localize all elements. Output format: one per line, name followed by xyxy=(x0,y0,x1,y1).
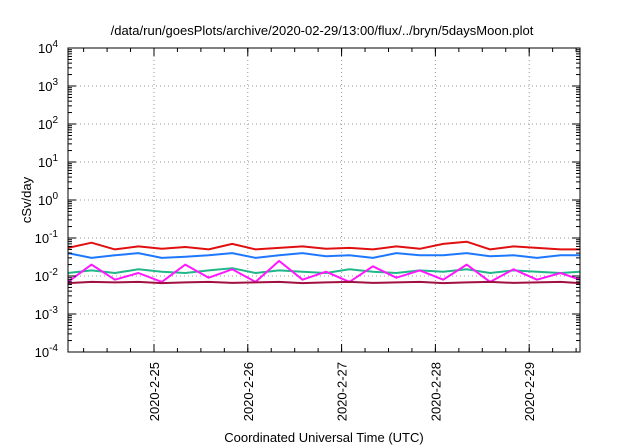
series-line-1 xyxy=(67,240,580,251)
grid-lines xyxy=(68,48,580,352)
x-tick-label: 2020-2-29 xyxy=(522,362,537,421)
chart-title: /data/run/goesPlots/archive/2020-02-29/1… xyxy=(111,23,534,38)
series-line-5 xyxy=(67,280,581,285)
y-tick-base: 10 xyxy=(38,193,52,208)
y-tick-exponent: -3 xyxy=(49,305,58,316)
y-tick-base: 10 xyxy=(35,231,49,246)
axis-ticks xyxy=(68,47,580,353)
y-tick-base: 10 xyxy=(38,41,52,56)
y-tick-exponent: -2 xyxy=(49,267,58,278)
y-tick-base: 10 xyxy=(38,79,52,94)
x-axis-label: Coordinated Universal Time (UTC) xyxy=(224,430,423,445)
series-line-3 xyxy=(67,267,581,274)
y-tick-label: 103 xyxy=(38,77,58,94)
x-tick-labels: 2020-2-25 2020-2-26 2020-2-27 2020-2-28 2020… xyxy=(147,362,537,421)
y-tick-exponent: 1 xyxy=(52,153,58,164)
y-tick-exponent: -1 xyxy=(49,229,58,240)
y-tick-label: 101 xyxy=(38,153,58,170)
x-tick-label: 2020-2-28 xyxy=(428,362,443,421)
y-tick-exponent: 3 xyxy=(52,77,58,88)
x-tick-label: 2020-2-25 xyxy=(147,362,162,421)
y-tick-label: 10-1 xyxy=(35,229,59,246)
y-tick-exponent: 0 xyxy=(52,191,58,202)
y-axis-label: cSv/day xyxy=(19,176,34,223)
y-tick-label: 10-2 xyxy=(35,267,59,284)
y-tick-label: 10-3 xyxy=(35,305,59,322)
y-tick-base: 10 xyxy=(35,307,49,322)
y-tick-base: 10 xyxy=(38,155,52,170)
y-tick-label: 10-4 xyxy=(35,343,59,360)
y-tick-base: 10 xyxy=(35,269,49,284)
y-tick-exponent: -4 xyxy=(49,343,58,354)
x-tick-label: 2020-2-26 xyxy=(241,362,256,421)
y-tick-exponent: 4 xyxy=(52,39,58,50)
series-line-2 xyxy=(67,252,580,259)
y-tick-exponent: 2 xyxy=(52,115,58,126)
series-line-4 xyxy=(67,259,581,283)
y-tick-label: 104 xyxy=(38,39,58,56)
y-tick-label: 100 xyxy=(38,191,58,208)
y-tick-label: 102 xyxy=(38,115,58,132)
y-tick-base: 10 xyxy=(38,117,52,132)
x-tick-label: 2020-2-27 xyxy=(335,362,350,421)
y-tick-base: 10 xyxy=(35,345,49,360)
series-group xyxy=(67,240,581,285)
